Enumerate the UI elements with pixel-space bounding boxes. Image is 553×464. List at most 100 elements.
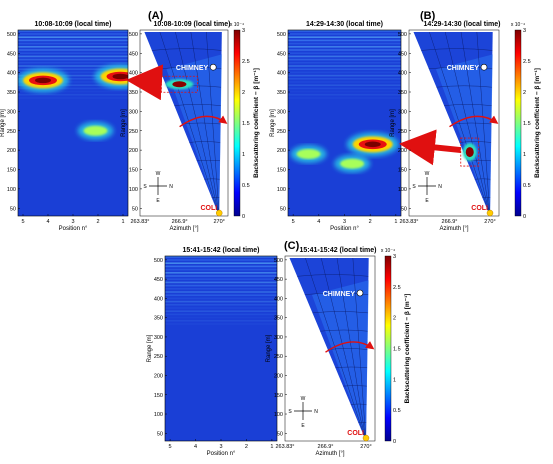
noise-band	[165, 310, 277, 312]
compass-w: W	[301, 396, 306, 402]
panel-letter: (C)	[284, 240, 300, 252]
sector-y-tick-label: 250	[274, 354, 283, 360]
y-tick-label: 500	[154, 258, 163, 264]
x-tick-label: 3	[219, 444, 222, 450]
noise-band	[18, 43, 128, 45]
y-tick-label: 400	[277, 71, 286, 77]
colorbar-gradient	[234, 30, 240, 216]
x-tick-label: 1	[394, 219, 397, 225]
noise-band	[165, 317, 277, 319]
heatmap-peak	[340, 159, 364, 169]
heatmap-background	[288, 30, 401, 216]
x-tick-label: 5	[21, 219, 24, 225]
azimuth-tick-label: 266.9°	[442, 219, 458, 225]
noise-band	[288, 94, 401, 96]
noise-band	[165, 269, 277, 271]
panel-2: (B)14:29-14:30 (local time)5004504003503…	[270, 10, 541, 232]
noise-band	[288, 59, 401, 61]
sector-y-tick-label: 300	[398, 109, 407, 115]
heatmap-peak-max	[35, 78, 51, 84]
sector-y-tick-label: 500	[274, 258, 283, 264]
heatmap-title: 10:08-10:09 (local time)	[34, 21, 111, 28]
noise-band	[288, 56, 401, 58]
azimuth-axis-label: Azimuth [°]	[315, 451, 344, 457]
sector-y-tick-label: 300	[129, 109, 138, 115]
colorbar-tick-label: 2.5	[393, 285, 401, 291]
noise-band	[288, 62, 401, 64]
x-tick-label: 5	[169, 444, 172, 450]
noise-band	[288, 46, 401, 48]
sector-title: 15:41-15:42 (local time)	[299, 247, 376, 254]
noise-band	[165, 314, 277, 316]
noise-band	[288, 91, 401, 93]
chimney-marker	[210, 64, 216, 70]
colorbar-tick-label: 1	[523, 152, 526, 158]
panel-1: (A)10:08-10:09 (local time)5004504003503…	[0, 10, 260, 232]
heatmap-background	[18, 30, 128, 216]
coli-label: COLI	[347, 430, 364, 437]
sector-y-tick-label: 350	[129, 90, 138, 96]
sector-y-tick-label: 200	[274, 373, 283, 379]
noise-band	[165, 266, 277, 268]
y-tick-label: 100	[277, 187, 286, 193]
chimney-marker	[481, 64, 487, 70]
y-tick-label: 450	[7, 51, 16, 57]
noise-band	[288, 33, 401, 35]
azimuth-tick-label: 270°	[214, 219, 225, 225]
sector-y-tick-label: 450	[274, 277, 283, 283]
noise-band	[288, 65, 401, 67]
x-tick-label: 1	[121, 219, 124, 225]
y-tick-label: 350	[7, 90, 16, 96]
colorbar-tick-label: 1	[393, 377, 396, 383]
y-tick-label: 250	[154, 354, 163, 360]
noise-band	[288, 49, 401, 51]
x-tick-label: 1	[270, 444, 273, 450]
colorbar-tick-label: 3	[242, 28, 245, 34]
sector-y-tick-label: 450	[398, 51, 407, 57]
noise-band	[165, 259, 277, 261]
azimuth-tick-label: 263.83°	[275, 444, 294, 450]
noise-band	[288, 88, 401, 90]
x-tick-label: 4	[46, 219, 49, 225]
noise-band	[18, 36, 128, 38]
heatmap	[165, 256, 277, 441]
noise-band	[165, 294, 277, 296]
sector-y-tick-label: 350	[398, 90, 407, 96]
heatmap	[288, 30, 401, 216]
noise-band	[18, 52, 128, 54]
x-tick-label: 2	[245, 444, 248, 450]
sector-y-tick-label: 150	[398, 168, 407, 174]
sector-y-tick-label: 50	[401, 206, 407, 212]
y-tick-label: 500	[7, 32, 16, 38]
y-tick-label: 300	[7, 109, 16, 115]
noise-band	[165, 282, 277, 284]
x-tick-label: 4	[194, 444, 197, 450]
noise-band	[288, 78, 401, 80]
sector-y-axis-label: Range [m]	[266, 334, 272, 362]
noise-band	[165, 304, 277, 306]
noise-band	[165, 275, 277, 277]
sector-y-tick-label: 400	[274, 296, 283, 302]
azimuth-tick-label: 263.83°	[399, 219, 418, 225]
compass-w: W	[156, 171, 161, 177]
noise-band	[288, 40, 401, 42]
colorbar-label: Backscattering coefficient − β [m⁻¹]	[404, 294, 411, 404]
x-tick-label: 2	[369, 219, 372, 225]
noise-band	[165, 323, 277, 325]
colorbar-tick-label: 0	[523, 214, 526, 220]
y-tick-label: 350	[277, 90, 286, 96]
y-tick-label: 300	[277, 109, 286, 115]
link-arrow	[132, 80, 161, 82]
colorbar-tick-label: 3	[393, 254, 396, 260]
sector-y-axis-label: Range [m]	[121, 109, 127, 137]
colorbar-tick-label: 1.5	[393, 347, 401, 353]
y-tick-label: 250	[277, 129, 286, 135]
sector-y-axis-label: Range [m]	[390, 109, 396, 137]
azimuth-tick-label: 270°	[484, 219, 495, 225]
sector-y-tick-label: 450	[129, 51, 138, 57]
chimney-marker	[357, 290, 363, 296]
sector-y-tick-label: 250	[398, 129, 407, 135]
noise-band	[165, 298, 277, 300]
